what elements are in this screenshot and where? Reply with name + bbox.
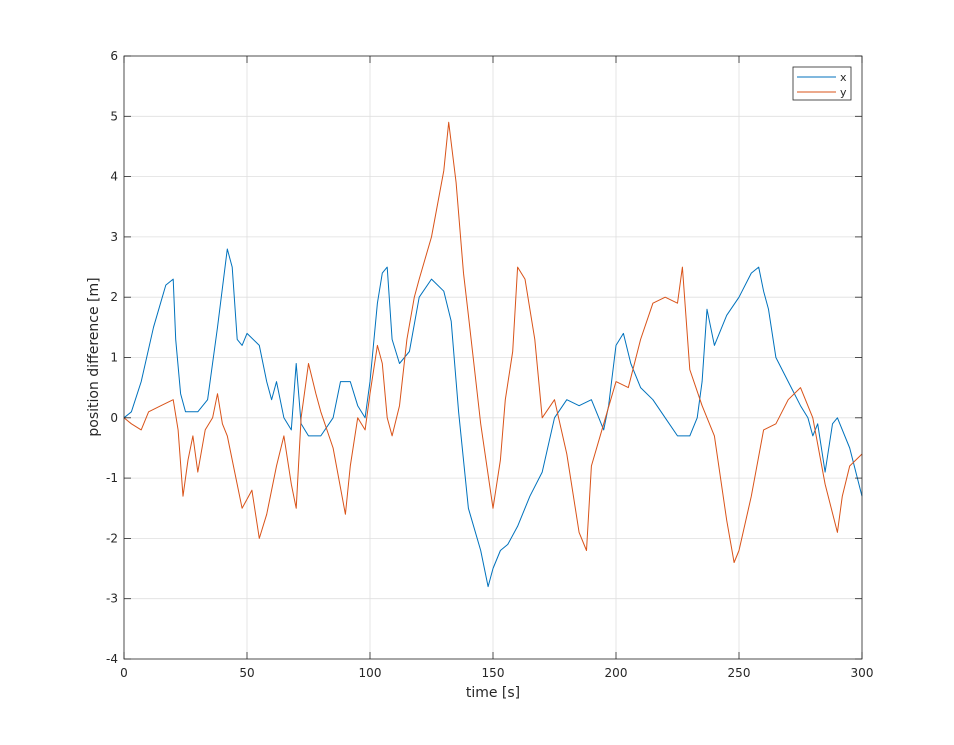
series-layer bbox=[123, 121, 863, 588]
x-tick-label: 0 bbox=[120, 666, 128, 680]
y-tick-label: 1 bbox=[110, 351, 118, 365]
y-tick-label: -2 bbox=[106, 531, 118, 545]
x-tick-label: 150 bbox=[482, 666, 505, 680]
series-line-x bbox=[123, 248, 863, 588]
x-tick-label: 50 bbox=[239, 666, 254, 680]
y-tick-labels: -4 -3 -2 -1 0 1 2 3 4 5 6 bbox=[106, 49, 118, 666]
y-tick-label: -1 bbox=[106, 471, 118, 485]
y-tick-label: 3 bbox=[110, 230, 118, 244]
x-tick-label: 250 bbox=[728, 666, 751, 680]
x-tick-labels: 0 50 100 150 200 250 300 bbox=[120, 666, 873, 680]
x-tick-label: 100 bbox=[359, 666, 382, 680]
y-tick-label: 4 bbox=[110, 170, 118, 184]
x-tick-label: 200 bbox=[605, 666, 628, 680]
y-tick-label: 5 bbox=[110, 109, 118, 123]
legend-label-y: y bbox=[840, 86, 847, 99]
legend: x y bbox=[792, 66, 852, 101]
x-tick-label: 300 bbox=[851, 666, 874, 680]
ticks bbox=[123, 55, 863, 660]
x-axis-label: time [s] bbox=[466, 685, 520, 701]
y-tick-label: -4 bbox=[106, 652, 118, 666]
legend-box bbox=[792, 66, 852, 101]
y-tick-label: 0 bbox=[110, 411, 118, 425]
y-tick-label: -3 bbox=[106, 592, 118, 606]
legend-label-x: x bbox=[840, 71, 847, 84]
y-tick-label: 2 bbox=[110, 290, 118, 304]
y-tick-label: 6 bbox=[110, 49, 118, 63]
series-line-y bbox=[123, 121, 863, 563]
y-axis-label: position difference [m] bbox=[86, 277, 102, 436]
